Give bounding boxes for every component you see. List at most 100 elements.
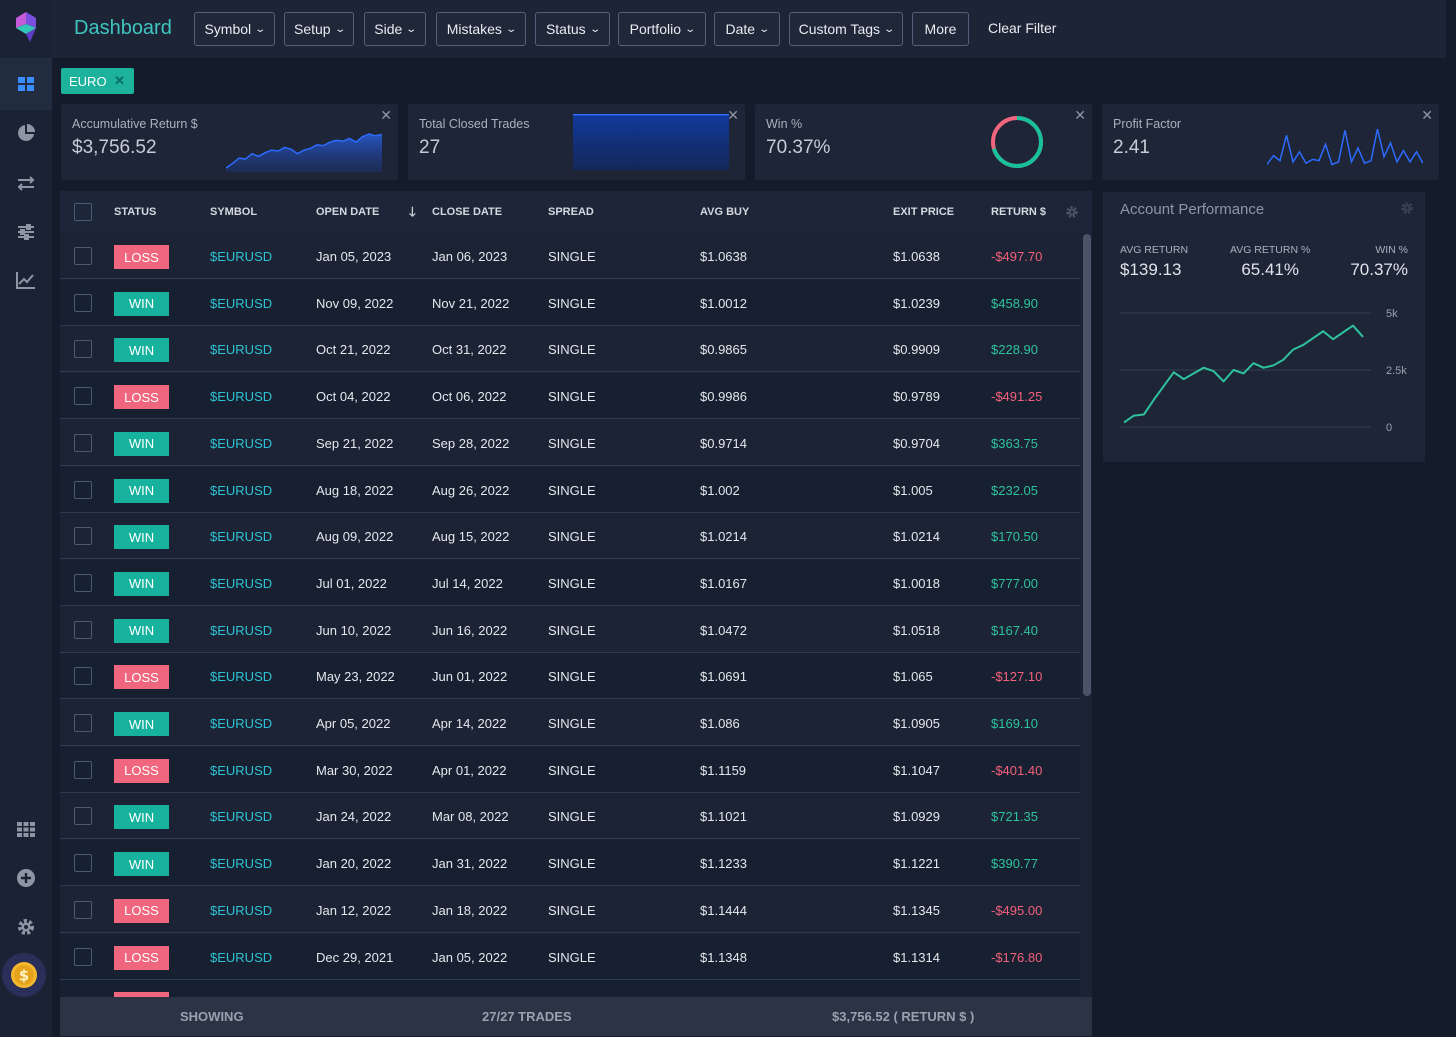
- cell-open: Apr 05, 2022: [316, 716, 391, 731]
- symbol-link[interactable]: $EURUSD: [210, 529, 273, 545]
- symbol-link[interactable]: $EURUSD: [210, 575, 273, 591]
- row-checkbox[interactable]: [74, 573, 92, 592]
- pie-chart-icon[interactable]: [13, 120, 39, 146]
- symbol-link[interactable]: $EURUSD: [210, 809, 273, 825]
- close-card-icon[interactable]: ✕: [1421, 107, 1433, 123]
- filter-portfolio-button[interactable]: Portfolio ⌄: [618, 12, 706, 46]
- row-checkbox[interactable]: [74, 247, 92, 265]
- row-checkbox[interactable]: [74, 807, 92, 826]
- cell-exit: $1.0638: [893, 249, 940, 264]
- cell-avg-buy: $1.086: [700, 716, 740, 731]
- symbol-link[interactable]: $EURUSD: [210, 669, 273, 685]
- more-button[interactable]: More: [912, 12, 969, 46]
- symbol-link[interactable]: $EURUSD: [210, 902, 273, 918]
- table-row[interactable]: LOSS $EURUSD Jan 05, 2023 Jan 06, 2023 SINGL…: [60, 233, 1080, 279]
- table-row[interactable]: WIN $EURUSD Nov 09, 2022 Nov 21, 2022 SINGLE…: [60, 279, 1080, 326]
- line-chart-icon[interactable]: [13, 267, 39, 293]
- row-checkbox[interactable]: [74, 433, 92, 452]
- column-header-spread[interactable]: SPREAD: [548, 206, 594, 218]
- symbol-link[interactable]: $EURUSD: [210, 949, 273, 965]
- symbol-link[interactable]: $EURUSD: [210, 342, 273, 358]
- symbol-link[interactable]: $EURUSD: [210, 435, 273, 451]
- column-header-open-date[interactable]: OPEN DATE: [316, 206, 380, 218]
- filter-status-button[interactable]: Status ⌄: [535, 12, 610, 46]
- filter-custom-tags-button[interactable]: Custom Tags ⌄: [789, 12, 903, 46]
- app-logo[interactable]: [12, 10, 40, 44]
- table-row[interactable]: WIN $EURUSD Oct 21, 2022 Oct 31, 2022 SINGLE…: [60, 326, 1080, 373]
- dashboard-nav-icon[interactable]: [0, 58, 52, 110]
- add-circle-icon[interactable]: [13, 865, 39, 891]
- table-row[interactable]: WIN $EURUSD Aug 18, 2022 Aug 26, 2022 SINGLE…: [60, 466, 1080, 513]
- symbol-link[interactable]: $EURUSD: [210, 482, 273, 498]
- symbol-link[interactable]: $EURUSD: [210, 716, 273, 731]
- row-checkbox[interactable]: [74, 387, 92, 406]
- apps-grid-icon[interactable]: [13, 816, 39, 842]
- filter-symbol-button[interactable]: Symbol ⌄: [194, 12, 275, 46]
- row-checkbox[interactable]: [74, 714, 92, 732]
- clear-filter-button[interactable]: Clear Filter: [988, 20, 1057, 36]
- sliders-icon[interactable]: [13, 219, 39, 245]
- column-header-close-date[interactable]: CLOSE DATE: [432, 206, 503, 218]
- cell-spread: SINGLE: [548, 622, 596, 638]
- sort-descending-icon[interactable]: 🡓: [409, 204, 416, 219]
- remove-filter-icon[interactable]: ✕: [114, 73, 125, 88]
- filter-date-button[interactable]: Date ⌄: [714, 12, 780, 46]
- cell-close: Jan 31, 2022: [432, 856, 508, 872]
- row-checkbox[interactable]: [74, 947, 92, 966]
- cell-close: Jun 16, 2022: [432, 622, 508, 638]
- symbol-link[interactable]: $EURUSD: [210, 295, 273, 311]
- close-card-icon[interactable]: ✕: [1074, 107, 1086, 123]
- panel-settings-gear-icon[interactable]: [1399, 200, 1415, 216]
- user-avatar[interactable]: $: [2, 953, 46, 997]
- table-row[interactable]: LOSS $EURUSD Mar 30, 2022 Apr 01, 2022 SINGL…: [60, 746, 1080, 793]
- row-checkbox[interactable]: [74, 293, 92, 312]
- table-row[interactable]: LOSS $EURUSD Dec 29, 2021 Jan 05, 2022 SINGL…: [60, 933, 1080, 980]
- table-row[interactable]: WIN $EURUSD Apr 05, 2022 Apr 14, 2022 SINGLE…: [60, 700, 1080, 746]
- status-badge: WIN: [114, 805, 169, 830]
- close-card-icon[interactable]: ✕: [727, 107, 739, 123]
- table-row[interactable]: WIN $EURUSD Aug 09, 2022 Aug 15, 2022 SINGLE…: [60, 513, 1080, 560]
- table-row[interactable]: WIN $EURUSD Jan 24, 2022 Mar 08, 2022 SINGLE…: [60, 793, 1080, 840]
- row-checkbox[interactable]: [74, 620, 92, 639]
- row-checkbox[interactable]: [74, 900, 92, 919]
- select-all-checkbox[interactable]: [74, 203, 92, 221]
- row-checkbox[interactable]: [74, 480, 92, 499]
- close-card-icon[interactable]: ✕: [380, 107, 392, 123]
- column-header-return[interactable]: RETURN $: [991, 206, 1047, 218]
- table-scrollbar[interactable]: [1083, 234, 1091, 696]
- status-badge: WIN: [114, 712, 169, 736]
- table-row[interactable]: LOSS $EURUSD May 23, 2022 Jun 01, 2022 SINGL…: [60, 653, 1080, 700]
- row-checkbox[interactable]: [74, 527, 92, 546]
- table-row[interactable]: WIN $EURUSD Jan 20, 2022 Jan 31, 2022 SINGLE…: [60, 840, 1080, 887]
- filter-setup-button[interactable]: Setup ⌄: [284, 12, 354, 46]
- cell-exit: $1.0018: [893, 575, 940, 591]
- symbol-link[interactable]: $EURUSD: [210, 622, 273, 638]
- table-row[interactable]: WIN $EURUSD Jun 10, 2022 Jun 16, 2022 SINGLE…: [60, 607, 1080, 653]
- column-header-symbol[interactable]: SYMBOL: [210, 206, 258, 218]
- cell-return: $170.50: [991, 529, 1038, 545]
- performance-line: [1123, 324, 1364, 424]
- filter-side-button[interactable]: Side ⌄: [364, 12, 426, 46]
- table-row[interactable]: WIN $EURUSD Sep 21, 2022 Sep 28, 2022 SINGLE…: [60, 420, 1080, 466]
- column-header-exit-price[interactable]: EXIT PRICE: [893, 206, 955, 218]
- table-row[interactable]: LOSS $EURUSD Oct 04, 2022 Oct 06, 2022 SINGL…: [60, 373, 1080, 420]
- row-checkbox[interactable]: [74, 340, 92, 359]
- symbol-link[interactable]: $EURUSD: [210, 856, 273, 872]
- column-header-avg-buy[interactable]: AVG BUY: [700, 206, 750, 218]
- column-header-status[interactable]: STATUS: [114, 206, 157, 218]
- card-value: $3,756.52: [72, 137, 157, 158]
- symbol-link[interactable]: $EURUSD: [210, 762, 273, 778]
- row-checkbox[interactable]: [74, 667, 92, 686]
- symbol-link[interactable]: $EURUSD: [210, 249, 273, 264]
- accumulative-return-sparkline: [226, 133, 382, 172]
- y-tick-label: 5k: [1386, 308, 1398, 320]
- filter-mistakes-button[interactable]: Mistakes ⌄: [436, 12, 526, 46]
- table-row[interactable]: LOSS $EURUSD Jan 12, 2022 Jan 18, 2022 SINGL…: [60, 887, 1080, 933]
- table-row[interactable]: WIN $EURUSD Jul 01, 2022 Jul 14, 2022 SINGLE…: [60, 559, 1080, 606]
- symbol-link[interactable]: $EURUSD: [210, 389, 273, 405]
- row-checkbox[interactable]: [74, 854, 92, 873]
- settings-gear-icon[interactable]: [13, 914, 39, 940]
- table-settings-gear-icon[interactable]: [1064, 204, 1080, 220]
- transfer-arrows-icon[interactable]: [13, 170, 39, 196]
- row-checkbox[interactable]: [74, 760, 92, 779]
